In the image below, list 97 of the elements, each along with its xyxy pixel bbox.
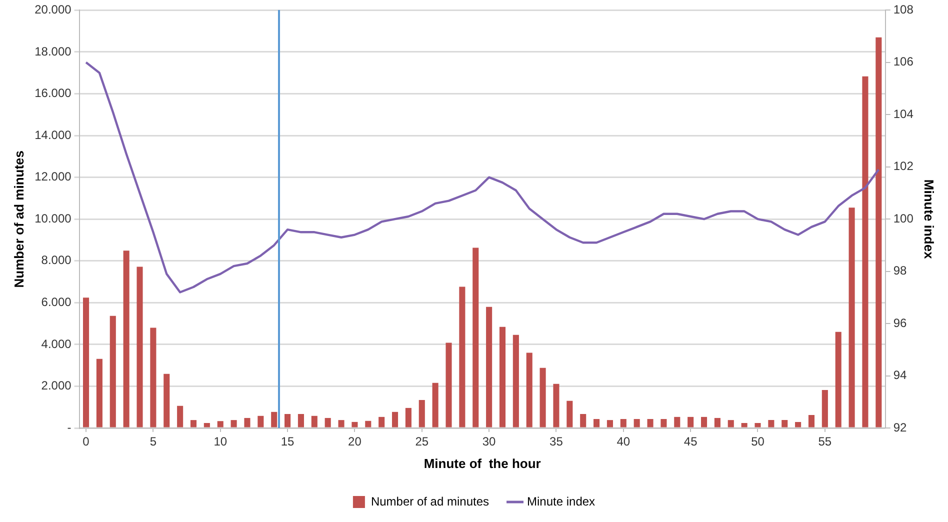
bar	[486, 306, 492, 428]
bar	[150, 328, 156, 428]
legend-label: Minute index	[527, 494, 596, 508]
y-tick-label: 16.000	[34, 86, 72, 100]
x-tick-label: 5	[150, 434, 157, 449]
y-tick-label: 8.000	[41, 253, 72, 268]
bar	[136, 266, 143, 428]
bar	[660, 419, 667, 428]
x-tick-label: 10	[214, 434, 228, 449]
y-tick-label: 18.000	[34, 44, 72, 58]
bar	[862, 76, 868, 428]
bar	[700, 416, 708, 428]
bar	[768, 420, 774, 428]
bar	[688, 416, 694, 428]
y2-tick-label: 96	[893, 316, 908, 330]
x-tick-label: 50	[751, 434, 765, 449]
y2-tick-label: 98	[893, 264, 908, 278]
bar	[432, 382, 438, 428]
y-tick-label: 20.000	[34, 2, 72, 17]
bar	[876, 37, 882, 428]
bar	[835, 332, 842, 428]
bar	[606, 420, 613, 428]
y-axis-title: Number of ad minutes	[11, 150, 26, 288]
bar	[714, 418, 720, 428]
bar	[258, 416, 264, 428]
bar	[378, 416, 385, 428]
x-tick-label: 45	[684, 434, 698, 449]
bar	[230, 420, 237, 428]
y2-tick-label: 104	[893, 106, 914, 121]
bar	[634, 419, 640, 428]
bar	[284, 414, 291, 428]
y-tick-label: 14.000	[34, 128, 72, 142]
bar	[123, 250, 130, 428]
x-tick-label: 20	[348, 434, 362, 449]
bar	[392, 412, 398, 428]
y-tick-label: 2.000	[41, 378, 72, 393]
bar	[728, 420, 734, 428]
y2-tick-label: 108	[893, 2, 914, 17]
y-tick-label: 10.000	[34, 211, 72, 226]
bar	[365, 420, 372, 428]
bar	[553, 384, 560, 428]
bar	[754, 422, 761, 428]
bar	[177, 406, 184, 428]
bar	[512, 334, 519, 428]
x-tick-label: 30	[482, 434, 496, 449]
bar	[741, 422, 748, 428]
bar	[499, 326, 506, 428]
y2-axis-title: Minute index	[922, 179, 937, 260]
bar	[110, 316, 116, 428]
bar	[271, 412, 278, 428]
y-tick-label: -	[67, 420, 72, 434]
y2-tick-label: 106	[893, 54, 914, 69]
bar	[217, 421, 224, 428]
bar	[324, 418, 331, 428]
bar	[566, 400, 573, 428]
bar	[782, 420, 788, 428]
bar	[795, 422, 802, 428]
bar	[647, 419, 654, 428]
bar	[822, 390, 828, 428]
bar	[620, 419, 626, 428]
bar	[459, 286, 466, 428]
bar	[848, 208, 855, 428]
bar	[204, 422, 210, 428]
x-tick-label: 15	[280, 434, 295, 449]
bar	[244, 418, 250, 428]
x-tick-label: 35	[550, 434, 564, 449]
bar	[405, 408, 412, 428]
y-tick-label: 6.000	[41, 294, 72, 309]
y2-tick-label: 94	[893, 368, 908, 382]
y2-tick-label: 102	[893, 159, 914, 174]
x-tick-label: 25	[415, 434, 429, 449]
bar	[311, 416, 318, 428]
bar	[83, 298, 90, 428]
bar	[594, 419, 600, 428]
y-tick-label: 12.000	[34, 170, 72, 184]
bar	[674, 416, 680, 428]
y2-tick-label: 92	[893, 420, 908, 434]
bar	[472, 248, 479, 428]
legend-label: Number of ad minutes	[370, 494, 490, 508]
x-tick-label: 0	[82, 434, 90, 449]
y-tick-label: 4.000	[41, 336, 72, 351]
bar	[540, 368, 546, 428]
x-tick-label: 55	[818, 434, 832, 449]
bar	[808, 415, 815, 428]
bar	[190, 420, 197, 428]
bar	[338, 420, 344, 428]
bar	[580, 414, 586, 428]
bar	[164, 374, 170, 428]
bar	[418, 400, 425, 428]
bar	[446, 342, 452, 428]
bar	[526, 352, 532, 428]
bar	[96, 358, 102, 428]
bar	[352, 422, 358, 428]
y2-tick-label: 100	[893, 211, 914, 226]
bar	[298, 414, 304, 428]
x-axis-title: Minute of the hour	[424, 456, 541, 471]
x-tick-label: 40	[616, 434, 630, 449]
